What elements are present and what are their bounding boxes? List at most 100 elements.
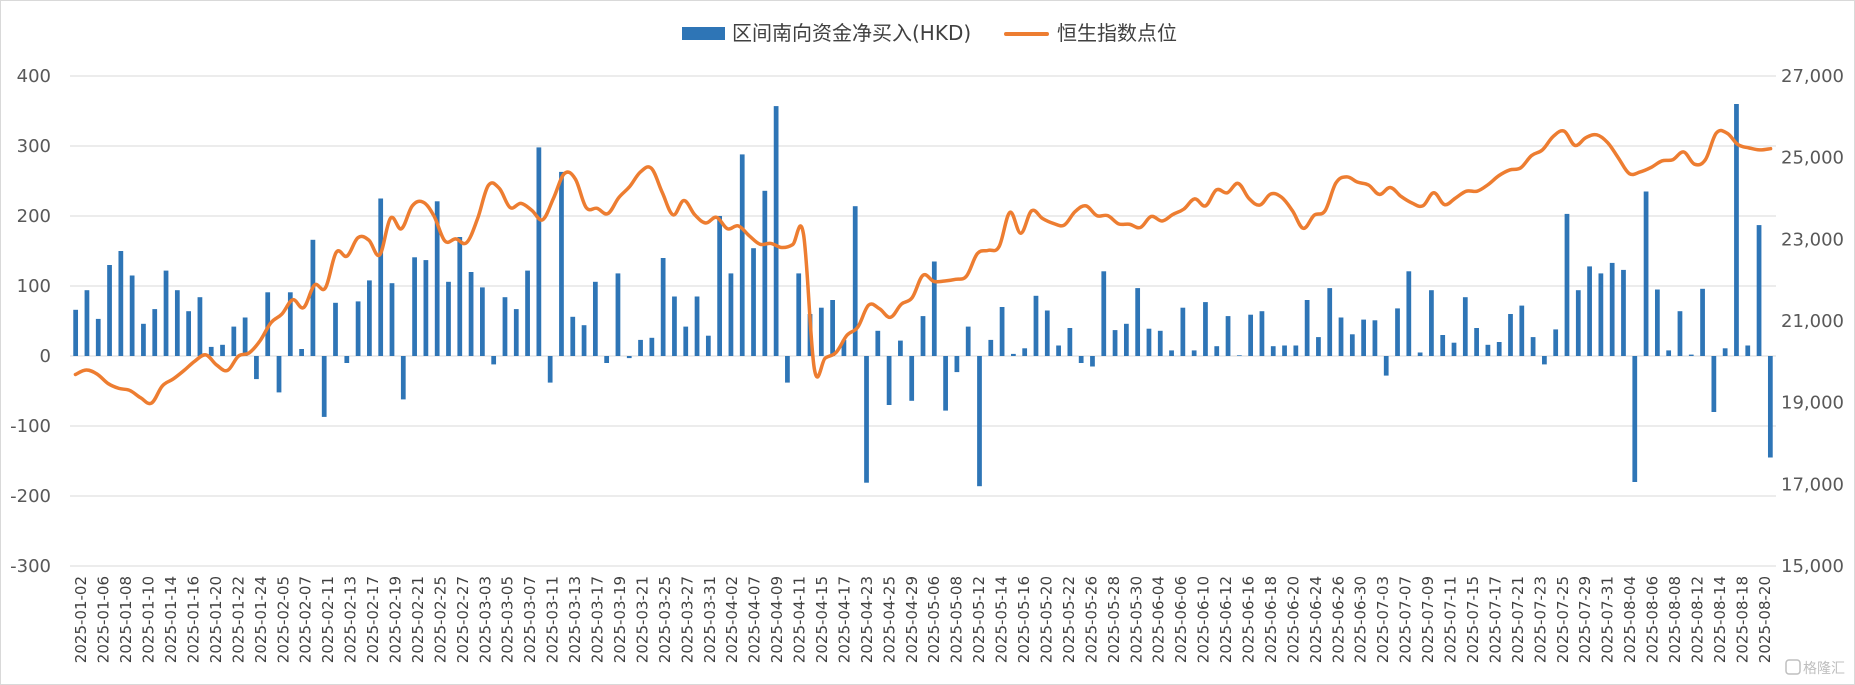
bar — [310, 239, 316, 356]
x-tick-label: 2025-04-09 — [768, 576, 786, 663]
bar — [1180, 307, 1186, 356]
x-tick-label: 2025-01-22 — [229, 576, 247, 663]
x-tick-label: 2025-04-07 — [746, 576, 764, 663]
bar — [1440, 335, 1446, 356]
x-tick-label: 2025-03-21 — [633, 576, 651, 663]
hsi-line — [73, 128, 1773, 406]
x-tick-label: 2025-07-09 — [1419, 576, 1437, 663]
x-tick-label: 2025-08-20 — [1756, 576, 1774, 663]
y-right-tick-label: 21,000 — [1781, 311, 1844, 332]
bar — [875, 330, 881, 356]
bar — [1542, 356, 1547, 365]
y-right-tick-label: 27,000 — [1781, 66, 1844, 87]
watermark-text: 格隆汇 — [1803, 661, 1845, 677]
bar — [400, 356, 406, 400]
y-left-tick-label: -300 — [10, 556, 51, 577]
bar — [1270, 346, 1276, 356]
bar — [1496, 342, 1502, 356]
x-tick-label: 2025-08-08 — [1666, 576, 1684, 663]
bar — [1553, 329, 1559, 356]
bar — [886, 356, 892, 405]
x-tick-label: 2025-05-14 — [993, 576, 1011, 663]
y-left-tick-label: 200 — [17, 206, 51, 227]
watermark: 格隆汇 — [1785, 659, 1845, 677]
bar — [898, 340, 903, 356]
x-tick-label: 2025-04-29 — [903, 576, 921, 663]
bar — [570, 316, 576, 356]
bar — [1519, 305, 1525, 356]
bar — [1214, 346, 1220, 356]
bar — [73, 309, 79, 356]
bar — [1033, 295, 1039, 356]
bar — [1688, 354, 1694, 356]
bar — [1338, 317, 1344, 356]
x-tick-label: 2025-03-17 — [589, 576, 607, 663]
bar — [1225, 316, 1231, 356]
y-left-tick-label: 100 — [17, 276, 51, 297]
x-tick-label: 2025-06-06 — [1172, 576, 1190, 663]
x-tick-label: 2025-05-12 — [970, 576, 988, 663]
x-tick-label: 2025-05-30 — [1127, 576, 1145, 663]
x-tick-label: 2025-05-06 — [925, 576, 943, 663]
bar — [830, 300, 835, 356]
bar — [480, 287, 485, 356]
x-tick-label: 2025-02-19 — [386, 576, 404, 663]
x-tick-label: 2025-06-18 — [1262, 576, 1280, 663]
bar — [660, 258, 666, 356]
x-tick-label: 2025-04-11 — [791, 576, 809, 663]
bar — [909, 356, 915, 401]
bar — [604, 356, 610, 363]
bar — [1112, 330, 1118, 356]
x-tick-label: 2025-02-11 — [319, 576, 337, 663]
bar — [841, 339, 847, 356]
bar — [547, 356, 553, 383]
bar — [1191, 350, 1197, 356]
bar — [705, 335, 711, 356]
bar — [1101, 271, 1107, 356]
x-tick-label: 2025-06-26 — [1329, 576, 1347, 663]
bar — [1169, 350, 1174, 356]
bar — [1022, 348, 1028, 356]
x-tick-label: 2025-03-05 — [499, 576, 517, 663]
bar — [751, 248, 756, 356]
bar — [988, 339, 994, 356]
x-tick-label: 2025-07-23 — [1531, 576, 1549, 663]
y-left-tick-label: 0 — [40, 346, 51, 367]
bar — [1293, 345, 1299, 356]
x-tick-label: 2025-06-10 — [1195, 576, 1213, 663]
bar — [321, 356, 327, 417]
x-tick-label: 2025-03-07 — [521, 576, 539, 663]
bar — [367, 280, 372, 356]
x-tick-label: 2025-06-24 — [1307, 576, 1325, 663]
bar — [943, 356, 948, 411]
bar — [818, 307, 824, 356]
x-tick-label: 2025-02-25 — [431, 576, 449, 663]
y-axis-right: 27,000 25,000 23,000 21,000 19,000 17,000 15,0… — [1781, 66, 1844, 577]
bar — [1349, 334, 1355, 356]
x-tick-label: 2025-07-17 — [1486, 576, 1504, 663]
x-tick-label: 2025-05-16 — [1015, 576, 1033, 663]
x-tick-label: 2025-07-11 — [1442, 576, 1460, 663]
x-tick-label: 2025-02-13 — [342, 576, 360, 663]
x-tick-label: 2025-01-16 — [184, 576, 202, 663]
bar — [1395, 308, 1400, 356]
bar — [694, 296, 700, 356]
x-tick-label: 2025-01-14 — [162, 576, 180, 663]
bar — [118, 251, 124, 356]
bar — [378, 198, 384, 356]
bar — [1474, 328, 1479, 356]
bar — [333, 302, 338, 356]
x-tick-label: 2025-01-24 — [252, 576, 270, 663]
bar — [423, 260, 429, 356]
x-tick-label: 2025-04-23 — [858, 576, 876, 663]
x-tick-label: 2025-02-27 — [454, 576, 472, 663]
bar — [1677, 311, 1683, 356]
bar — [1361, 319, 1366, 356]
bar — [1621, 269, 1626, 356]
y-left-tick-label: 400 — [17, 66, 51, 87]
bar — [287, 292, 293, 356]
bar — [1372, 320, 1378, 356]
x-tick-label: 2025-08-18 — [1733, 576, 1751, 663]
x-tick-label: 2025-07-15 — [1464, 576, 1482, 663]
